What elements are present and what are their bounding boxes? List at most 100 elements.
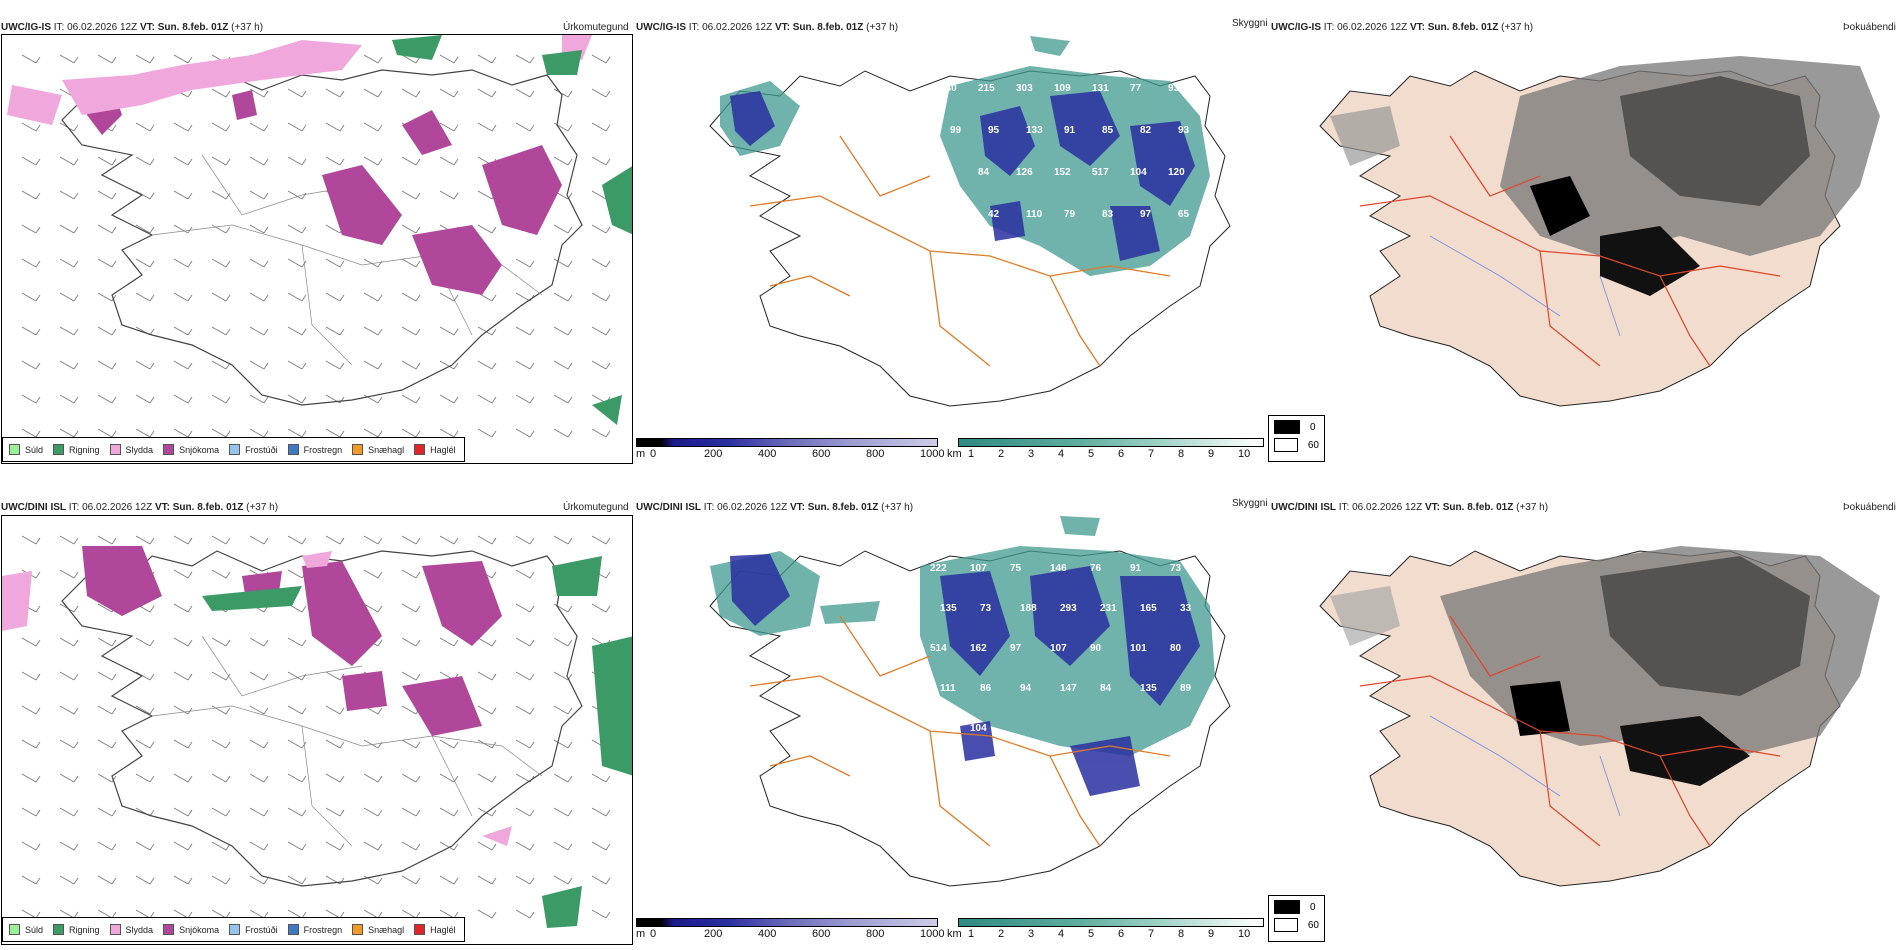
- vis-value-label: 97: [1010, 643, 1022, 654]
- wind-barb: [135, 156, 155, 166]
- wind-barb: [249, 326, 269, 336]
- vis-value-label: 84: [1100, 683, 1112, 694]
- wind-barb: [135, 841, 155, 851]
- wind-barb: [515, 88, 535, 98]
- wind-barb: [439, 428, 459, 438]
- wind-barb: [59, 156, 79, 166]
- wind-barb: [515, 637, 535, 647]
- wind-barb: [439, 394, 459, 404]
- precip-map-r1: [1, 34, 633, 464]
- colorbar-tick: 800: [866, 928, 885, 940]
- wind-barb: [439, 807, 459, 817]
- wind-barb: [363, 773, 383, 783]
- valid-label: VT:: [154, 502, 170, 513]
- wind-barb: [591, 909, 611, 919]
- wind-barb: [401, 258, 421, 268]
- wind-barb: [287, 841, 307, 851]
- wind-barb: [173, 569, 193, 579]
- wind-barb: [249, 258, 269, 268]
- wind-barb: [59, 535, 79, 545]
- colorbar-tick: 10: [1238, 448, 1251, 460]
- fog-shading: [1330, 56, 1880, 296]
- wind-barb: [135, 637, 155, 647]
- wind-barb: [135, 705, 155, 715]
- wind-barb: [21, 671, 41, 681]
- legend-item: Rigning: [53, 924, 100, 935]
- wind-barb: [135, 54, 155, 64]
- wind-barb: [287, 671, 307, 681]
- precip-legend-r2: Súld Rigning Slydda Snjókoma Frostúði Fr…: [2, 917, 465, 942]
- wind-barb: [21, 360, 41, 370]
- wind-barb: [249, 394, 269, 404]
- init-time: IT: 06.02.2026 12Z: [1338, 502, 1423, 513]
- variable-title: Úrkomutegund: [563, 502, 629, 513]
- wind-barb: [249, 875, 269, 885]
- wind-barb: [249, 190, 269, 200]
- fog-map-r2: [1319, 546, 1880, 887]
- wind-barb: [173, 292, 193, 302]
- wind-barb: [325, 535, 345, 545]
- vis-value-label: 303: [1016, 83, 1033, 94]
- precip-legend-r1: Súld Rigning Slydda Snjókoma Frostúði Fr…: [2, 437, 465, 462]
- high-terrain-blue: [730, 554, 1200, 796]
- wind-barb: [211, 671, 231, 681]
- header-r2c1: UWC/DINI ISL IT: 06.02.2026 12Z VT: Sun.…: [1, 502, 278, 513]
- vis-value-label: 73: [1170, 563, 1182, 574]
- wind-barb: [135, 535, 155, 545]
- wind-barb: [325, 258, 345, 268]
- wind-barb: [249, 224, 269, 234]
- vis-value-labels: 130 215 303 109 131 77 93 99 95 133 91 85 82 93 80 84 12…: [940, 83, 1190, 220]
- valid-label: VT:: [139, 22, 155, 33]
- legend-swatch-snow-pellets: [352, 444, 364, 455]
- lead-time: (+37 h): [881, 502, 914, 513]
- wind-barb: [401, 88, 421, 98]
- wind-barb: [97, 292, 117, 302]
- wind-barb: [553, 637, 573, 647]
- wind-barb: [439, 875, 459, 885]
- visibility-colorbar-r2: [958, 918, 1264, 927]
- variable-title: Þokuábendi: [1843, 502, 1896, 513]
- wind-barb: [439, 156, 459, 166]
- wind-barb: [477, 841, 497, 851]
- wind-barb: [515, 292, 535, 302]
- wind-barb: [97, 807, 117, 817]
- wind-barb: [211, 637, 231, 647]
- wind-barb: [401, 190, 421, 200]
- wind-barb: [553, 258, 573, 268]
- vis-value-label: 109: [1054, 83, 1071, 94]
- wind-barb: [59, 224, 79, 234]
- wind-barb: [21, 773, 41, 783]
- valid-label: VT:: [789, 502, 805, 513]
- wind-barb: [591, 360, 611, 370]
- wind-barb: [59, 54, 79, 64]
- variable-title: Úrkomutegund: [563, 22, 629, 33]
- wind-barb: [97, 535, 117, 545]
- fog-swatch-white: [1274, 918, 1298, 932]
- vis-value-label: 222: [930, 563, 947, 574]
- wind-barb: [59, 428, 79, 438]
- wind-barb: [21, 428, 41, 438]
- wind-barb: [249, 705, 269, 715]
- wind-barb: [97, 190, 117, 200]
- wind-barb: [287, 807, 307, 817]
- wind-barb: [249, 292, 269, 302]
- wind-barb: [211, 773, 231, 783]
- wind-barb: [249, 807, 269, 817]
- vis-value-label: 77: [1130, 83, 1142, 94]
- valid-time: Sun. 8.feb. 01Z: [792, 22, 864, 33]
- wind-barb: [553, 875, 573, 885]
- wind-barb: [325, 428, 345, 438]
- wind-barb: [363, 569, 383, 579]
- vis-value-label: 93: [1178, 125, 1190, 136]
- wind-barb: [211, 156, 231, 166]
- visibility-colorbar-r1: [958, 438, 1264, 447]
- fog-legend-r1: 0 60: [1268, 415, 1325, 462]
- wind-barb: [287, 875, 307, 885]
- wind-barb: [591, 535, 611, 545]
- legend-swatch-drizzle: [9, 444, 20, 455]
- wind-barb: [325, 88, 345, 98]
- wind-barb: [97, 258, 117, 268]
- wind-barb: [97, 637, 117, 647]
- wind-barb: [363, 535, 383, 545]
- init-time: IT: 06.02.2026 12Z: [688, 22, 773, 33]
